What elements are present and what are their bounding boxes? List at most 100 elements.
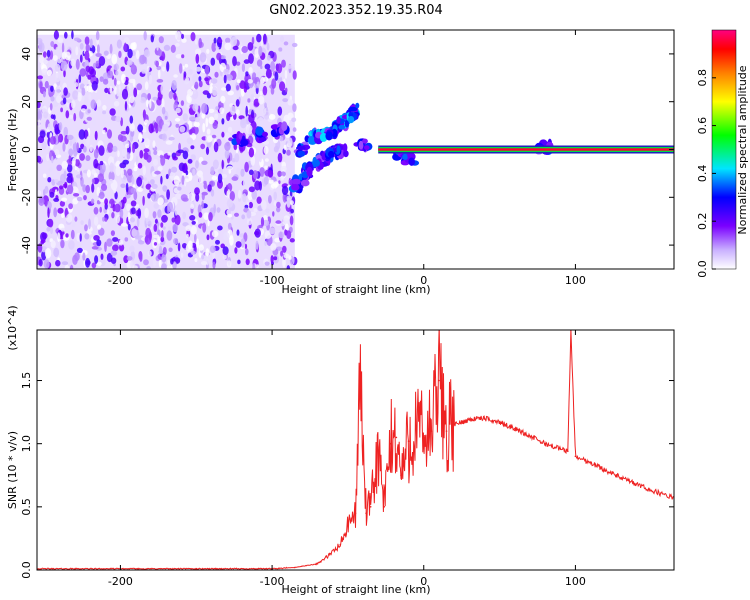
noise-blob (44, 248, 52, 259)
noise-blob (287, 64, 293, 69)
noise-blob (226, 199, 233, 208)
snr-data-point (445, 430, 448, 432)
noise-blob (91, 262, 97, 269)
colorbar-label: Normalized spectral amplitude (736, 65, 749, 234)
noise-blob (120, 130, 128, 135)
noise-blob (178, 162, 186, 172)
noise-blob (53, 247, 60, 258)
noise-blob (217, 173, 223, 184)
noise-blob (157, 209, 162, 218)
noise-blob (168, 136, 175, 141)
noise-blob (282, 245, 287, 253)
noise-blob (40, 239, 46, 244)
noise-blob (47, 123, 53, 131)
noise-blob (54, 149, 60, 156)
noise-blob (85, 184, 90, 194)
noise-blob (189, 215, 196, 221)
noise-blob (222, 246, 229, 256)
noise-blob (108, 178, 114, 184)
noise-blob (146, 266, 151, 269)
noise-blob (270, 255, 274, 264)
noise-blob (57, 207, 64, 214)
chirp-lower-blob (336, 145, 341, 154)
noise-blob (139, 254, 143, 262)
noise-blob (50, 240, 56, 249)
noise-blob (292, 103, 297, 112)
noise-blob (120, 222, 128, 227)
noise-blob (262, 219, 270, 227)
noise-blob (190, 145, 195, 150)
noise-blob (66, 176, 73, 184)
spectrogram-x-axis: -200 -100 0 100 (108, 30, 586, 287)
noise-blob (175, 43, 180, 47)
noise-blob (236, 85, 240, 91)
snr-data-point (389, 442, 392, 445)
noise-blob (203, 180, 207, 185)
noise-blob (96, 99, 102, 107)
chirp-lower-blob (328, 150, 335, 158)
noise-blob (86, 116, 93, 121)
noise-blob (120, 66, 126, 72)
noise-blob (57, 232, 61, 243)
noise-blob (46, 153, 50, 162)
noise-blob (54, 124, 59, 135)
noise-blob (131, 176, 135, 185)
noise-blob (205, 248, 210, 257)
noise-blob (234, 212, 239, 217)
noise-blob (277, 170, 282, 177)
noise-blob (203, 212, 210, 220)
noise-blob (130, 187, 137, 194)
noise-blob (44, 199, 48, 207)
noise-blob (115, 70, 119, 76)
snr-plot-frame (36, 329, 675, 571)
noise-blob (56, 164, 62, 171)
chirp-upper-blob (338, 124, 346, 130)
noise-blob (226, 260, 232, 268)
snr-data-point (620, 477, 622, 479)
noise-blob (271, 78, 277, 89)
noise-blob (85, 155, 91, 162)
noise-blob (287, 137, 293, 147)
noise-blob (105, 164, 110, 174)
spectrogram-y-axis: -40 -20 0 20 40 (20, 47, 674, 254)
noise-blob (157, 236, 161, 244)
noise-blob (268, 195, 272, 204)
noise-blob (245, 71, 249, 77)
noise-blob (195, 66, 202, 72)
noise-blob (226, 74, 233, 81)
noise-blob (137, 124, 144, 133)
snr-data-point (468, 418, 471, 421)
noise-blob (157, 197, 164, 206)
noise-blob (195, 192, 200, 202)
noise-blob (100, 253, 104, 260)
noise-blob (146, 99, 149, 108)
noise-blob (272, 211, 275, 217)
noise-blob (68, 87, 72, 94)
noise-blob (109, 43, 113, 54)
noise-blob (247, 42, 254, 51)
noise-blob (235, 241, 242, 248)
noise-blob (275, 220, 282, 224)
noise-blob (218, 38, 223, 44)
snr-x-axis-label: Height of straight line (km) (281, 583, 430, 596)
noise-blob (248, 169, 254, 176)
noise-blob (66, 134, 74, 141)
colorbar-ticks: 0.0 0.2 0.4 0.6 0.8 (696, 69, 716, 278)
noise-blob (144, 81, 149, 90)
noise-blob (146, 154, 152, 163)
noise-blob (158, 36, 164, 44)
noise-blob (160, 155, 166, 166)
noise-blob (107, 142, 114, 153)
noise-blob (211, 134, 217, 139)
noise-blob (270, 183, 278, 189)
noise-blob (260, 217, 265, 227)
noise-blob (187, 89, 194, 97)
noise-blob (114, 156, 117, 163)
noise-blob (282, 217, 289, 226)
noise-blob (228, 169, 232, 174)
noise-blob (171, 166, 178, 173)
noise-blob (59, 200, 65, 207)
noise-blob (126, 59, 133, 66)
noise-blob (246, 210, 252, 219)
noise-blob (63, 170, 67, 180)
